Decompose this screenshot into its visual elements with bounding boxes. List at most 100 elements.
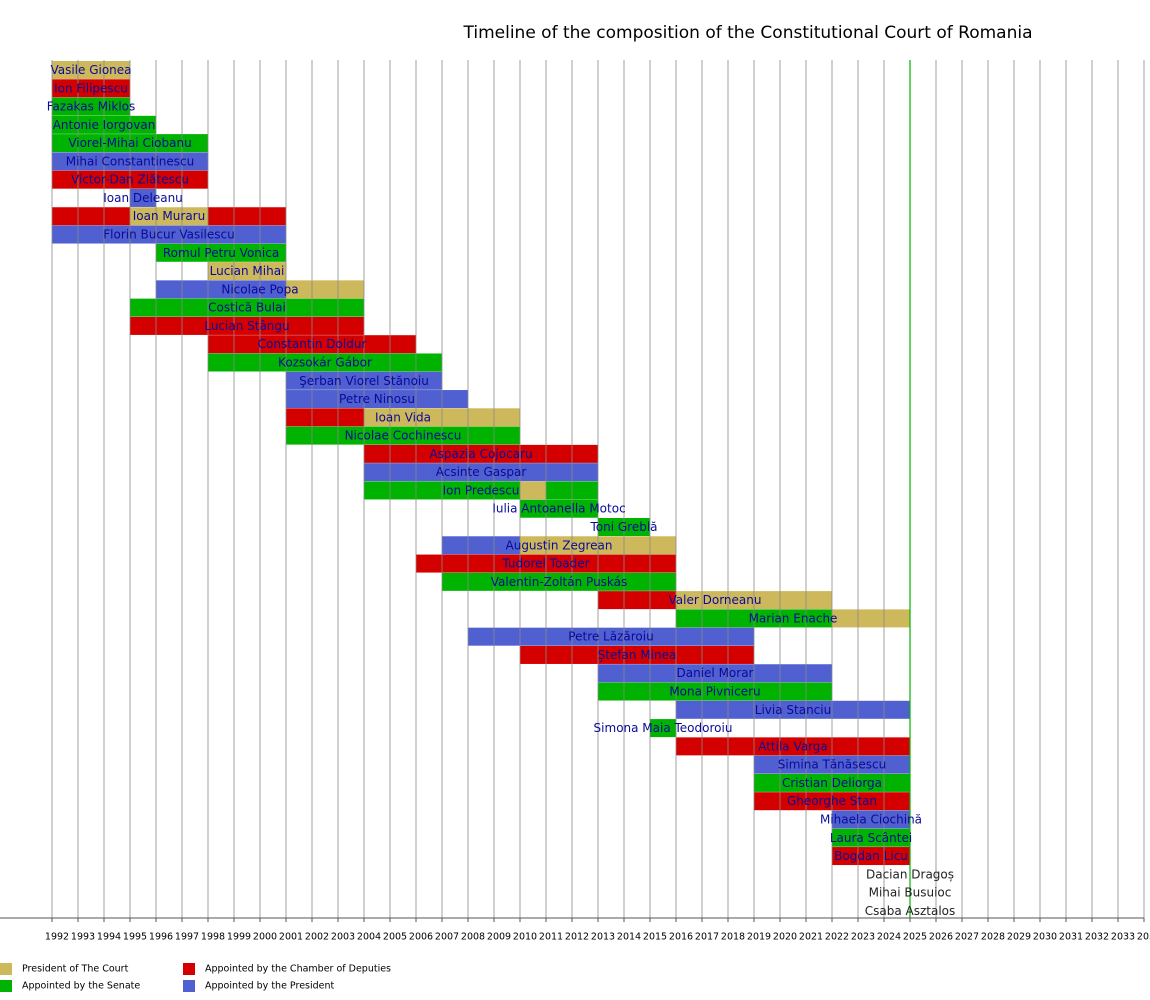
- x-tick-label: 2004: [357, 932, 381, 943]
- x-tick-label: 2001: [279, 932, 303, 943]
- term-bar: [832, 810, 910, 829]
- term-bar: [286, 280, 364, 299]
- legend-swatch: [183, 963, 195, 975]
- x-tick-label: 2019: [747, 932, 771, 943]
- judge-name: Simina Tănăsescu: [778, 758, 886, 772]
- judge-name: Iulia Antoanella Motoc: [492, 502, 625, 516]
- term-bar: [52, 61, 130, 79]
- judge-name: Antonie Iorgovan: [53, 118, 156, 132]
- term-bar: [208, 353, 442, 372]
- term-bar: [286, 390, 468, 409]
- x-tick-label: 1993: [71, 932, 95, 943]
- term-bar: [832, 828, 910, 847]
- judge-name: Fazakas Miklos: [47, 100, 136, 114]
- judge-name: Livia Stanciu: [755, 703, 831, 717]
- x-tick-label: 2030: [1033, 932, 1057, 943]
- term-bar: [442, 536, 520, 555]
- judge-name: Lucian Stângu: [204, 319, 289, 333]
- x-tick-label: 2033: [1111, 932, 1135, 943]
- term-bar: [832, 609, 910, 628]
- term-bar: [156, 280, 286, 299]
- term-bar: [130, 207, 208, 226]
- judge-name: Victor-Dan Zlătescu: [71, 173, 189, 187]
- x-tick-label: 2005: [383, 932, 407, 943]
- judge-name: Aspazia Cojocaru: [429, 447, 532, 461]
- x-tick-label: 2016: [669, 932, 693, 943]
- term-bar: [208, 262, 286, 281]
- x-tick-label: 2031: [1059, 932, 1083, 943]
- judge-name: Cristian Deliorga: [782, 776, 882, 790]
- judge-name: Gheorghe Stan: [787, 794, 877, 808]
- term-bar: [286, 426, 520, 445]
- term-bar: [598, 682, 832, 701]
- judge-name: Ion Filipescu: [54, 81, 128, 95]
- term-bar: [52, 79, 130, 98]
- term-bar: [130, 298, 364, 317]
- term-bar: [468, 627, 754, 646]
- judge-name: Petre Lăzăroiu: [568, 630, 653, 644]
- judge-name: Valentin-Zoltán Puskás: [491, 575, 628, 589]
- legend-swatch: [0, 963, 12, 975]
- x-tick-label: 1998: [201, 932, 225, 943]
- judge-name: Dacian Dragoș: [866, 867, 954, 881]
- x-tick-label: 2027: [955, 932, 979, 943]
- legend-label: President of The Court: [22, 964, 129, 975]
- x-tick-label: 2009: [487, 932, 511, 943]
- judge-name: Bogdan Licu: [834, 849, 908, 863]
- term-bar: [650, 719, 676, 738]
- x-tick-label: 2034: [1137, 932, 1150, 943]
- x-tick-label: 1996: [149, 932, 173, 943]
- legend-swatch: [183, 980, 195, 992]
- x-tick-label: 2021: [799, 932, 823, 943]
- x-tick-label: 2025: [903, 932, 927, 943]
- x-tick-label: 2003: [331, 932, 355, 943]
- judge-name: Daniel Morar: [677, 666, 754, 680]
- x-tick-label: 2023: [851, 932, 875, 943]
- judge-name: Mihaela Ciochină: [820, 812, 922, 826]
- term-bar: [520, 481, 546, 500]
- x-tick-label: 2028: [981, 932, 1005, 943]
- judge-name: Valer Dorneanu: [669, 593, 762, 607]
- term-bar: [52, 225, 286, 244]
- judge-name: Mona Pivniceru: [669, 685, 760, 699]
- judge-name: Simona Maia Teodoroiu: [594, 721, 733, 735]
- judge-name: Toni Greblă: [589, 520, 657, 534]
- judge-name: Constantin Doldur: [258, 337, 367, 351]
- judge-name: Lucian Mihai: [210, 264, 285, 278]
- term-bar: [286, 408, 364, 427]
- chart-title: Timeline of the composition of the Const…: [463, 23, 1033, 43]
- judge-name: Viorel-Mihai Ciobanu: [68, 136, 191, 150]
- judge-name: Tudorel Toader: [501, 557, 589, 571]
- term-bar: [130, 188, 156, 207]
- term-bar: [156, 243, 286, 262]
- judge-name: Costică Bulai: [208, 301, 286, 315]
- x-tick-label: 2011: [539, 932, 563, 943]
- judge-name: Şerban Viorel Stănoiu: [299, 374, 429, 388]
- x-tick-label: 2013: [591, 932, 615, 943]
- judge-name: Laura Scântei: [830, 831, 912, 845]
- judge-name: Attila Varga: [758, 739, 828, 753]
- term-bar: [598, 664, 832, 683]
- judge-name: Florin Bucur Vasilescu: [103, 228, 234, 242]
- x-tick-label: 2015: [643, 932, 667, 943]
- x-tick-label: 2018: [721, 932, 745, 943]
- term-bar: [52, 97, 130, 116]
- x-tick-label: 2032: [1085, 932, 1109, 943]
- x-tick-label: 2020: [773, 932, 797, 943]
- x-tick-label: 2008: [461, 932, 485, 943]
- x-tick-label: 2024: [877, 932, 901, 943]
- judge-name: Nicolae Cochinescu: [345, 429, 462, 443]
- term-bar: [442, 572, 676, 591]
- legend-label: Appointed by the Senate: [22, 981, 140, 992]
- judge-name: Augustin Zegrean: [506, 538, 613, 552]
- x-tick-label: 2007: [435, 932, 459, 943]
- x-tick-label: 2012: [565, 932, 589, 943]
- x-tick-label: 2029: [1007, 932, 1031, 943]
- legend-label: Appointed by the Chamber of Deputies: [205, 964, 391, 975]
- judge-name: Csaba Asztalos: [865, 904, 956, 918]
- term-bar: [208, 207, 286, 226]
- judge-name: Vasile Gionea: [50, 63, 131, 77]
- legend-swatch: [0, 980, 12, 992]
- x-tick-label: 2017: [695, 932, 719, 943]
- judge-name: Nicolae Popa: [221, 282, 298, 296]
